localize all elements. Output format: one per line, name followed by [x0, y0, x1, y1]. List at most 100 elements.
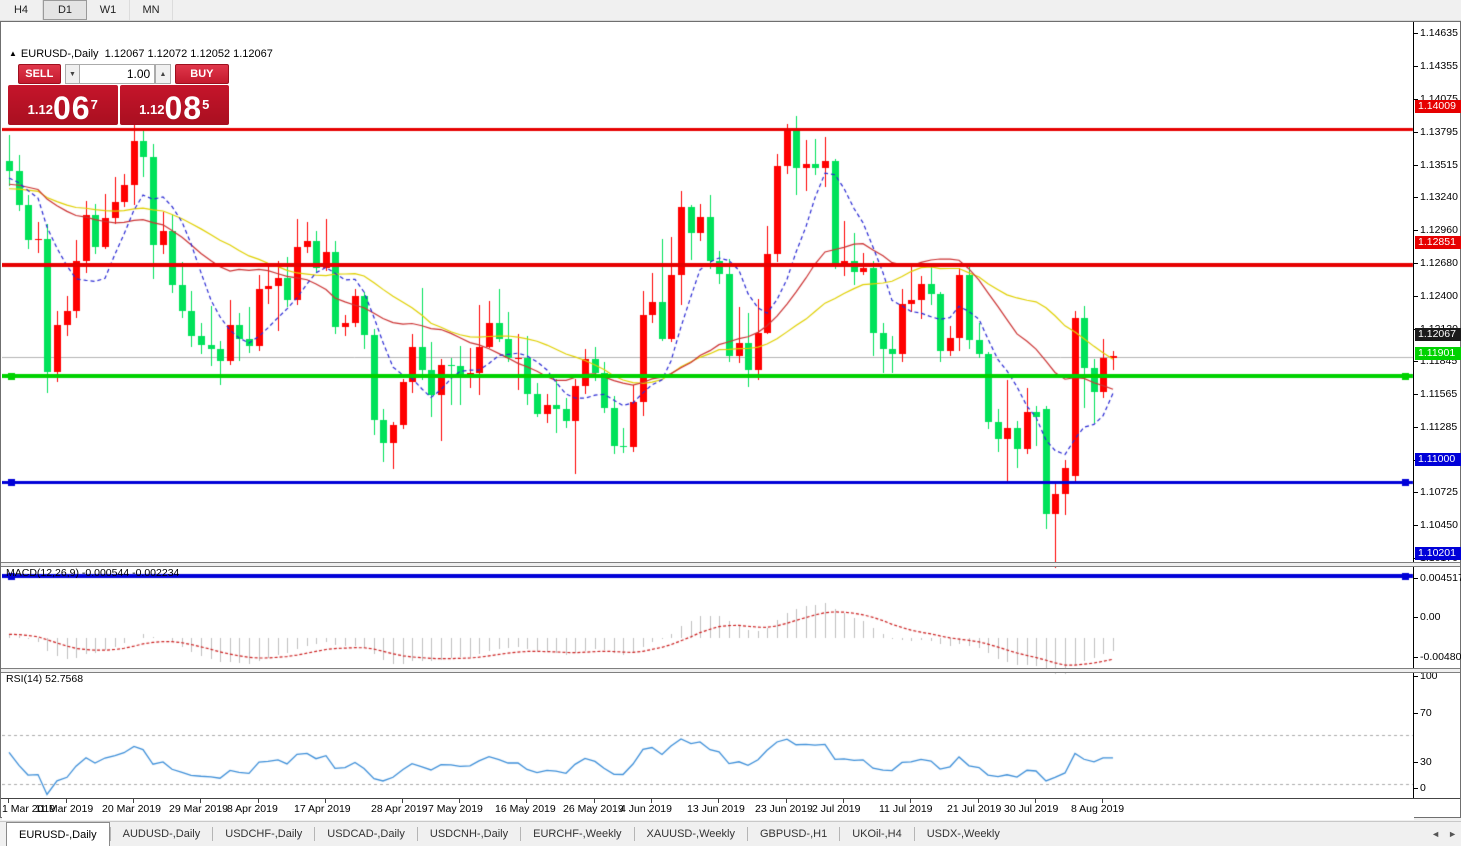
date-axis-label: 8 Aug 2019	[1071, 803, 1125, 815]
tab-divider	[839, 827, 841, 841]
chart-tab-usdcnh-daily[interactable]: USDCNH-,Daily	[429, 828, 509, 840]
price-badge-111000: 1.11000	[1415, 453, 1461, 466]
macd-axis-label: 0.00	[1420, 611, 1441, 623]
date-axis-tick	[66, 799, 67, 803]
price-axis-label: 1.13795	[1420, 126, 1458, 138]
price-axis-tick	[1414, 427, 1418, 428]
chart-tab-eurchf-weekly[interactable]: EURCHF-,Weekly	[533, 828, 622, 840]
macd-label: MACD(12,26,9) -0.000544 -0.002234	[6, 567, 180, 579]
buy-price-base: 1.12	[139, 102, 165, 117]
date-axis-tick	[978, 799, 979, 803]
price-axis-label: 1.12680	[1420, 257, 1458, 269]
buy-button[interactable]: BUY	[174, 64, 229, 84]
tab-divider	[416, 827, 418, 841]
date-axis-label: 8 Apr 2019	[227, 803, 278, 815]
price-axis-label: 1.13240	[1420, 191, 1458, 203]
sell-price-base: 1.12	[27, 102, 53, 117]
volume-increase-icon[interactable]: ▲	[155, 64, 171, 84]
macd-axis-tick	[1414, 617, 1418, 618]
collapse-panel-icon[interactable]: ▲	[9, 49, 17, 58]
date-axis-tick	[459, 799, 460, 803]
date-axis-label: 11 Mar 2019	[35, 803, 94, 815]
price-axis-label: 1.12400	[1420, 290, 1458, 302]
price-axis-label: 1.14355	[1420, 60, 1458, 72]
sell-price-tile[interactable]: 1.12 06 7	[8, 85, 118, 125]
tab-scroll-left-icon[interactable]: ◄	[1431, 829, 1441, 839]
date-axis-tick	[258, 799, 259, 803]
date-axis-label: 17 Apr 2019	[294, 803, 351, 815]
buy-price-pip: 5	[202, 97, 210, 112]
rsi-axis-label: 100	[1420, 670, 1438, 682]
chart-tab-xauusd-weekly[interactable]: XAUUSD-,Weekly	[646, 828, 735, 840]
price-axis-tick	[1414, 165, 1418, 166]
chart-tab-ukoil-h4[interactable]: UKOil-,H4	[852, 828, 902, 840]
price-badge-110201: 1.10201	[1415, 547, 1461, 560]
chart-tab-usdchf-daily[interactable]: USDCHF-,Daily	[225, 828, 303, 840]
tab-scroll-right-icon[interactable]: ►	[1448, 829, 1457, 839]
chart-tab-audusd-daily[interactable]: AUDUSD-,Daily	[122, 828, 201, 840]
date-axis-label: 13 Jun 2019	[687, 803, 745, 815]
period-button-w1[interactable]: W1	[87, 0, 130, 20]
rsi-axis-tick	[1414, 788, 1418, 789]
price-axis-label: 1.10725	[1420, 486, 1458, 498]
chart-tab-bar: EURUSD-,Daily AUDUSD-,Daily USDCHF-,Daily U…	[0, 821, 1461, 846]
date-axis-label: 28 Apr 2019	[371, 803, 428, 815]
date-axis-tick	[526, 799, 527, 803]
tab-divider	[913, 827, 915, 841]
tab-divider	[520, 827, 522, 841]
date-axis-tick	[200, 799, 201, 803]
date-axis-tick	[402, 799, 403, 803]
date-axis-tick	[594, 799, 595, 803]
date-axis-label: 2 Jul 2019	[812, 803, 861, 815]
date-axis-label: 30 Jul 2019	[1004, 803, 1059, 815]
period-button-mn[interactable]: MN	[130, 0, 173, 20]
buy-price-tile[interactable]: 1.12 08 5	[119, 85, 229, 125]
price-axis-label: 1.13515	[1420, 159, 1458, 171]
date-axis-label: 29 Mar 2019	[169, 803, 228, 815]
price-axis-tick	[1414, 197, 1418, 198]
tab-divider	[109, 827, 111, 841]
chart-tab-usdcad-daily[interactable]: USDCAD-,Daily	[327, 828, 405, 840]
pane-splitter-rsi[interactable]	[1, 668, 1460, 673]
tab-divider	[633, 827, 635, 841]
period-button-h4[interactable]: H4	[0, 0, 43, 20]
date-axis-label: 11 Jul 2019	[879, 803, 933, 815]
price-axis-label: 1.12960	[1420, 224, 1458, 236]
price-axis-tick	[1414, 33, 1418, 34]
tab-scroll-nav: ◄ ►	[1431, 822, 1457, 846]
macd-axis-tick	[1414, 578, 1418, 579]
date-axis-label: 23 Jun 2019	[755, 803, 813, 815]
chart-tab-usdx-weekly[interactable]: USDX-,Weekly	[926, 828, 1000, 840]
tab-divider	[212, 827, 214, 841]
date-axis-label: 20 Mar 2019	[102, 803, 161, 815]
price-axis-tick	[1414, 361, 1418, 362]
date-axis-tick	[325, 799, 326, 803]
price-badge-112851: 1.12851	[1415, 236, 1461, 249]
date-axis-label: 26 May 2019	[563, 803, 624, 815]
volume-input[interactable]	[79, 64, 156, 84]
volume-decrease-icon[interactable]: ▼	[64, 64, 80, 84]
rsi-axis-tick	[1414, 676, 1418, 677]
price-axis-tick	[1414, 132, 1418, 133]
date-axis-tick	[786, 799, 787, 803]
price-axis-tick	[1414, 525, 1418, 526]
rsi-axis-label: 0	[1420, 782, 1426, 794]
price-badge-112067: 1.12067	[1415, 328, 1461, 341]
chart-window: ▲ EURUSD-,Daily 1.12067 1.12072 1.12052 1…	[0, 21, 1461, 820]
date-axis-tick	[843, 799, 844, 803]
date-axis-tick	[1102, 799, 1103, 803]
price-badge-111901: 1.11901	[1415, 347, 1461, 360]
date-axis-tick	[1035, 799, 1036, 803]
date-axis-label: 16 May 2019	[495, 803, 556, 815]
pane-splitter-macd[interactable]	[1, 562, 1460, 567]
chart-tab-eurusd-daily[interactable]: EURUSD-,Daily	[6, 822, 110, 846]
price-axis-tick	[1414, 492, 1418, 493]
chart-tab-gbpusd-h1[interactable]: GBPUSD-,H1	[759, 828, 828, 840]
price-axis-tick	[1414, 263, 1418, 264]
period-button-d1[interactable]: D1	[43, 0, 87, 20]
chart-canvas[interactable]	[2, 44, 1414, 820]
sell-button[interactable]: SELL	[18, 64, 61, 84]
date-axis-label: 4 Jun 2019	[620, 803, 672, 815]
rsi-label: RSI(14) 52.7568	[6, 673, 84, 685]
